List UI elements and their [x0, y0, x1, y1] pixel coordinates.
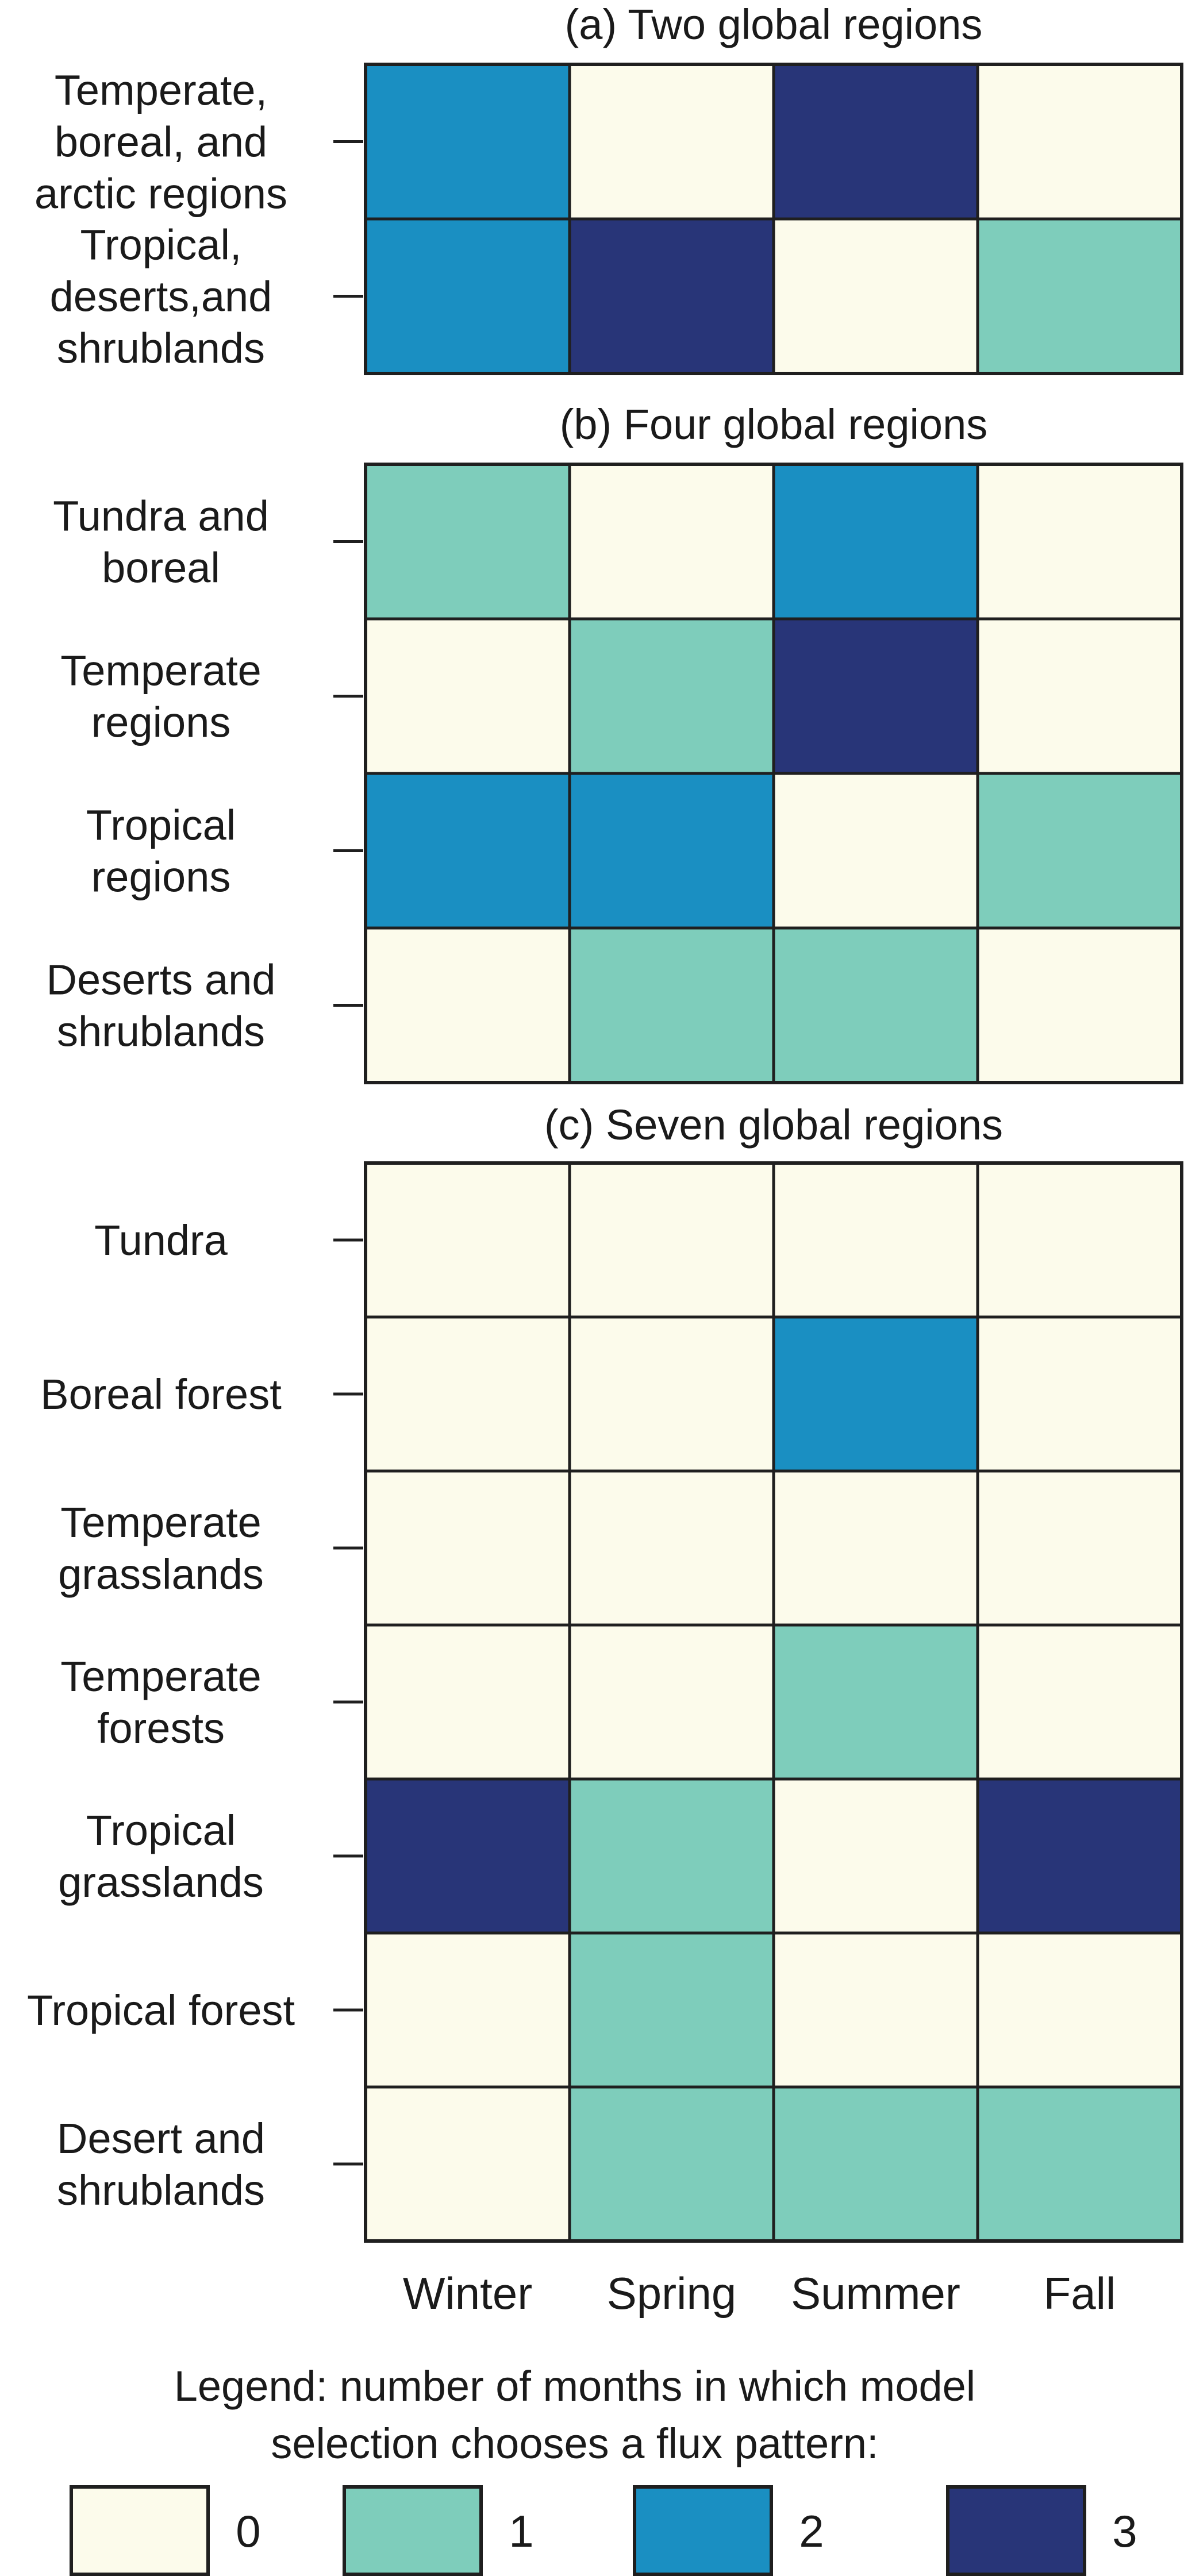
heatmap-cell	[364, 1315, 571, 1473]
row-label: regions	[91, 853, 231, 901]
heatmap-cell	[772, 926, 979, 1084]
heatmap-cell	[364, 617, 571, 775]
heatmap-cell	[568, 1469, 775, 1627]
heatmap-cell	[568, 772, 775, 930]
panel-title: (a) Two global regions	[565, 1, 983, 48]
heatmap-cell	[364, 1469, 571, 1627]
heatmap-cell	[772, 1469, 979, 1627]
heatmap-cell	[976, 217, 1183, 375]
heatmap-cell	[772, 2085, 979, 2243]
heatmap-cell	[772, 772, 979, 930]
heatmap-cell	[772, 1623, 979, 1781]
heatmap-cell	[364, 463, 571, 621]
row-label: Boreal forest	[40, 1370, 282, 1418]
heatmap-cell	[772, 63, 979, 221]
row-label: Temperate	[60, 1499, 262, 1546]
heatmap-cell	[976, 617, 1183, 775]
x-tick-label: Summer	[791, 2268, 960, 2319]
heatmap-cell	[976, 2085, 1183, 2243]
row-label: forests	[97, 1704, 225, 1752]
heatmap-cell	[772, 1777, 979, 1935]
legend-title: Legend: number of months in which model	[174, 2362, 975, 2410]
x-tick-label: Winter	[403, 2268, 532, 2319]
row-label: Tundra and	[53, 492, 269, 540]
heatmap-cell	[976, 1315, 1183, 1473]
row-label: Tropical,	[80, 221, 241, 269]
heatmap-cell	[364, 926, 571, 1084]
heatmap-cell	[976, 1623, 1183, 1781]
row-label: shrublands	[57, 2166, 265, 2214]
heatmap-cell	[568, 2085, 775, 2243]
row-label: shrublands	[57, 325, 265, 372]
heatmap-cell	[364, 772, 571, 930]
row-label: Tropical	[86, 802, 236, 849]
heatmap-cell	[364, 2085, 571, 2243]
heatmap-cell	[976, 926, 1183, 1084]
heatmap-cell	[364, 1931, 571, 2089]
legend-value: 2	[799, 2506, 824, 2556]
row-label: shrublands	[57, 1008, 265, 1056]
heatmap-cell	[772, 217, 979, 375]
heatmap-cell	[364, 217, 571, 375]
row-label: Deserts and	[47, 956, 276, 1004]
legend-value: 1	[509, 2506, 533, 2556]
panel-frame	[364, 463, 1183, 1084]
legend-swatch	[633, 2485, 773, 2576]
row-label: arctic regions	[34, 170, 287, 218]
legend-swatch	[946, 2485, 1086, 2576]
legend-swatch	[343, 2485, 483, 2576]
heatmap-cell	[976, 1469, 1183, 1627]
row-label: boreal, and	[55, 118, 267, 166]
heatmap-cell	[976, 63, 1183, 221]
row-label: grasslands	[58, 1858, 264, 1906]
row-label: Temperate	[60, 1653, 262, 1700]
heatmap-cell	[568, 926, 775, 1084]
heatmap-cell	[364, 1161, 571, 1319]
row-label: Temperate	[60, 647, 262, 695]
row-label: regions	[91, 699, 231, 746]
heatmap-cell	[772, 1161, 979, 1319]
legend-swatch	[70, 2485, 210, 2576]
heatmap-cell	[976, 1777, 1183, 1935]
heatmap-cell	[568, 1161, 775, 1319]
x-tick-label: Fall	[1044, 2268, 1116, 2319]
row-label: Tropical	[86, 1807, 236, 1854]
heatmap-cell	[976, 1161, 1183, 1319]
legend-value: 3	[1112, 2506, 1137, 2556]
panel-title: (c) Seven global regions	[544, 1101, 1003, 1149]
heatmap-cell	[772, 463, 979, 621]
heatmap-cell	[364, 1777, 571, 1935]
heatmap-cell	[568, 1315, 775, 1473]
heatmap-cell	[364, 63, 571, 221]
heatmap-cell	[976, 1931, 1183, 2089]
row-label: boreal	[102, 544, 220, 592]
x-tick-label: Spring	[607, 2268, 736, 2319]
heatmap-cell	[568, 63, 775, 221]
heatmap-cell	[772, 617, 979, 775]
row-label: Desert and	[57, 2115, 265, 2162]
heatmap-cell	[568, 217, 775, 375]
row-label: Tropical forest	[27, 1986, 295, 2034]
panel-title: (b) Four global regions	[560, 401, 987, 448]
heatmap-cell	[772, 1315, 979, 1473]
heatmap-cell	[976, 463, 1183, 621]
heatmap-cell	[772, 1931, 979, 2089]
panel-frame	[364, 1161, 1183, 2243]
legend-value: 0	[236, 2506, 260, 2556]
row-label: Tundra	[94, 1216, 228, 1264]
heatmap-cell	[568, 1623, 775, 1781]
heatmap-cell	[568, 617, 775, 775]
heatmap-cell	[568, 463, 775, 621]
panel-frame	[364, 63, 1183, 375]
row-label: grasslands	[58, 1550, 264, 1598]
legend-title: selection chooses a flux pattern:	[271, 2420, 878, 2467]
row-label: deserts,and	[50, 273, 272, 321]
heatmap-cell	[364, 1623, 571, 1781]
heatmap-cell	[976, 772, 1183, 930]
heatmap-cell	[568, 1777, 775, 1935]
heatmap-cell	[568, 1931, 775, 2089]
row-label: Temperate,	[55, 67, 267, 114]
